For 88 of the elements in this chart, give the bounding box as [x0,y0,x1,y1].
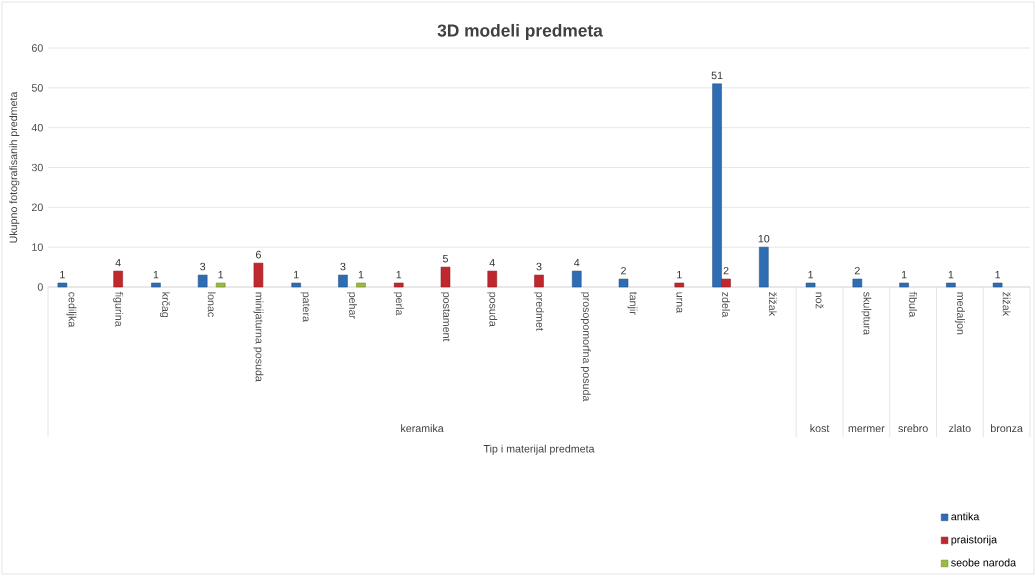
bar [534,274,544,288]
bar [721,278,731,288]
x-tick-label: posuda [487,292,498,327]
bar [151,282,161,288]
y-tick-label: 10 [32,243,43,251]
x-tick-label: medaljon [954,292,965,335]
data-label: 2 [854,266,860,275]
bar [712,83,722,288]
x-tick-label: lonac [207,292,216,317]
data-label: 1 [901,270,907,279]
text: kost [810,424,830,433]
text: keramika [401,424,444,433]
x-axis-title: Tip i materijal predmeta [483,444,595,455]
x-tick-label: prosopomorfna posuda [580,292,591,402]
data-label: 1 [396,270,402,279]
data-label: 3 [340,262,346,271]
x-tick-label: žižak [1002,292,1011,317]
bar [674,282,685,288]
data-label: 1 [948,270,954,279]
data-label: 2 [621,266,626,275]
data-label: 3 [200,262,206,271]
bar [759,246,769,288]
y-tick-label: 0 [37,283,43,291]
data-label: 1 [358,270,364,279]
y-tick-label: 60 [31,44,43,52]
x-tick-label: cediljka [66,292,77,328]
text: zlato [949,424,971,433]
data-label: 1 [153,270,159,279]
bar [215,282,226,288]
bar [487,270,498,288]
x-tick-label: zdela [722,292,730,318]
data-label: 1 [60,270,65,279]
legend-label: seobe naroda [951,558,1017,567]
x-tick-label: skulptura [861,292,872,335]
data-label: 4 [489,259,495,267]
x-tick-label: urna [676,292,683,314]
x-tick-label: fibula [909,291,918,318]
bar [393,282,404,288]
x-tick-label: žižak [768,292,777,317]
bar [57,282,68,288]
x-tick-label: postament [440,292,451,342]
data-label: 4 [115,259,121,267]
x-tick-label: patera [300,292,310,322]
x-tick-label: krčag [159,292,170,318]
data-label: 51 [711,71,723,80]
y-tick-label: 30 [31,163,43,172]
data-label: 1 [995,270,1001,279]
data-label: 1 [218,270,224,279]
bar [197,274,208,288]
y-axis-title: Ukupno fotografisanih predmeta [9,91,20,243]
bar [899,282,909,288]
bar [572,270,582,288]
x-tick-label: tanjir [627,291,638,315]
data-label: 4 [574,259,580,267]
y-tick-label: 50 [31,84,43,92]
data-label: 10 [758,234,770,243]
bar [113,270,123,288]
data-label: 1 [677,270,682,279]
data-label: 5 [442,254,448,263]
x-tick-label: figurina [113,291,124,327]
bar [618,278,629,288]
bar [992,282,1003,288]
text: bronza [991,424,1023,433]
bar [356,282,366,288]
chart-title: 3D modeli predmeta [437,23,603,41]
bar [253,262,264,288]
data-label: 6 [256,250,261,259]
legend-label: praistorija [951,535,998,546]
data-label: 1 [808,270,814,279]
bar [440,266,451,288]
data-label: 2 [723,266,729,275]
x-tick-label: minijaturna posuda [253,292,264,382]
x-tick-label: predmet [534,292,544,331]
bar [805,282,816,288]
bar [338,274,348,288]
bar [946,282,956,288]
bar [852,278,863,288]
legend-label: antika [951,512,980,521]
bar [291,282,301,288]
text: srebro [898,424,928,433]
y-tick-label: 40 [31,123,43,132]
y-tick-label: 20 [31,203,43,212]
x-tick-label: pehar [346,292,357,319]
data-label: 3 [536,262,542,271]
x-tick-label: perla [393,292,404,316]
text: mermer [848,426,885,433]
x-tick-label: nož [815,292,824,309]
data-label: 1 [294,270,299,279]
